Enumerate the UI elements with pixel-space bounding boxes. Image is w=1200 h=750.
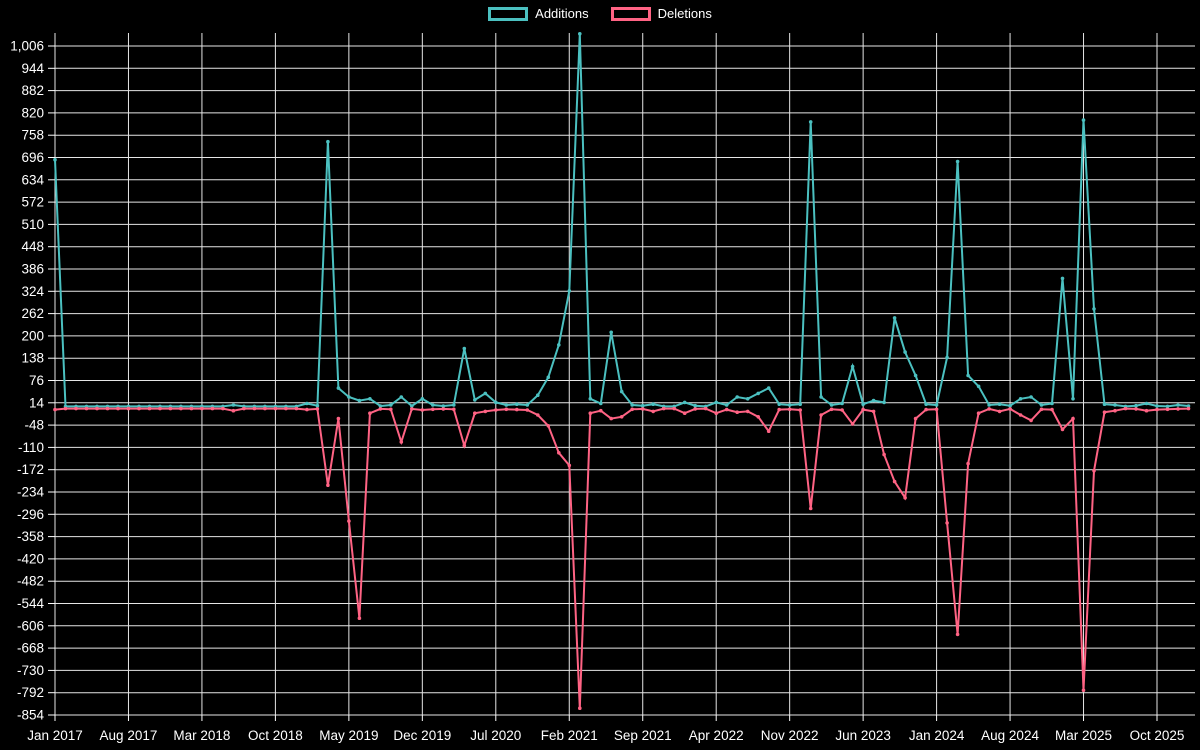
x-tick-label: Oct 2018 xyxy=(248,728,303,743)
y-tick-label: 634 xyxy=(21,172,44,187)
legend-label-additions: Additions xyxy=(535,6,589,21)
y-tick-label: -358 xyxy=(17,529,44,544)
series-line-additions xyxy=(54,33,1189,408)
x-tick-label: Feb 2021 xyxy=(541,728,598,743)
x-tick-label: Mar 2025 xyxy=(1055,728,1112,743)
y-tick-label: -296 xyxy=(17,507,44,522)
y-tick-label: 14 xyxy=(29,395,45,410)
y-tick-label: -110 xyxy=(18,440,44,455)
x-tick-label: Sep 2021 xyxy=(614,728,672,743)
legend-label-deletions: Deletions xyxy=(657,6,712,21)
x-axis-labels: Jan 2017 Aug 2017 Mar 2018 Oct 2018 May 2019… xyxy=(27,728,1184,743)
y-tick-label: 696 xyxy=(21,150,44,165)
x-tick-label: Jan 2017 xyxy=(27,728,83,743)
y-tick-label: 882 xyxy=(21,83,44,98)
y-tick-label: 138 xyxy=(21,351,44,366)
y-tick-label: -854 xyxy=(17,708,45,723)
y-tick-label: -234 xyxy=(17,485,45,500)
x-tick-label: Aug 2017 xyxy=(100,728,158,743)
legend-item-additions[interactable]: Additions xyxy=(488,6,589,21)
y-tick-label: 944 xyxy=(21,61,44,76)
y-tick-label: 1,006 xyxy=(10,39,44,54)
x-tick-label: Jan 2024 xyxy=(909,728,965,743)
y-tick-label: 820 xyxy=(21,105,44,120)
y-tick-label: -544 xyxy=(17,596,45,611)
x-tick-label: Dec 2019 xyxy=(393,728,451,743)
legend-swatch-additions xyxy=(488,6,529,21)
series-points-deletions xyxy=(53,406,1191,710)
y-tick-label: 572 xyxy=(21,195,44,210)
y-tick-label: 758 xyxy=(21,128,44,143)
legend-swatch-deletions xyxy=(610,6,651,21)
y-tick-label: 76 xyxy=(29,373,44,388)
x-tick-label: May 2019 xyxy=(319,728,378,743)
gridlines xyxy=(54,33,1195,716)
y-axis-labels: 1,006 944 882 820 758 696 634 572 510 448 386 324 26… xyxy=(10,39,44,723)
y-tick-label: 510 xyxy=(21,217,44,232)
y-tick-label: -730 xyxy=(17,663,44,678)
y-tick-label: 324 xyxy=(21,284,44,299)
x-tick-label: Apr 2022 xyxy=(689,728,744,743)
y-tick-label: -482 xyxy=(17,574,44,589)
y-tick-label: -420 xyxy=(17,551,44,566)
y-tick-label: -668 xyxy=(17,641,44,656)
y-tick-label: -792 xyxy=(17,685,44,700)
y-tick-label: 448 xyxy=(21,239,44,254)
x-tick-label: Aug 2024 xyxy=(981,728,1039,743)
y-tick-label: 262 xyxy=(21,306,44,321)
y-tick-label: 200 xyxy=(21,328,44,343)
x-tick-label: Jul 2020 xyxy=(470,728,521,743)
series-points-additions xyxy=(53,32,1191,409)
x-tick-label: Oct 2025 xyxy=(1130,728,1185,743)
legend-item-deletions[interactable]: Deletions xyxy=(610,6,712,21)
x-tick-label: Mar 2018 xyxy=(173,728,230,743)
x-tick-label: Nov 2022 xyxy=(761,728,819,743)
y-tick-label: 386 xyxy=(21,262,44,277)
y-tick-label: -172 xyxy=(17,462,44,477)
y-tick-label: -606 xyxy=(17,618,44,633)
chart-legend: Additions Deletions xyxy=(0,6,1200,21)
axis-ticks xyxy=(48,45,1158,721)
x-tick-label: Jun 2023 xyxy=(835,728,891,743)
y-tick-label: -48 xyxy=(24,418,44,433)
